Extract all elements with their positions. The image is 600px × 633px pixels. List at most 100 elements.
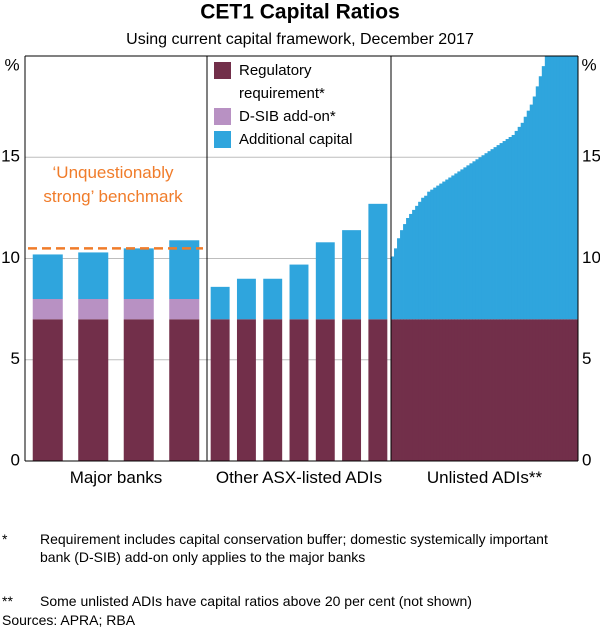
bar-segment [556, 319, 561, 461]
footnote: ** Some unlisted ADIs have capital ratios… [0, 592, 590, 610]
bar-segment [123, 319, 154, 461]
bar-segment [123, 299, 154, 320]
y2-tick-label: 0 [582, 450, 591, 469]
bar-segment [78, 299, 109, 320]
bar-segment [400, 319, 404, 461]
bar-segment [445, 179, 449, 320]
footnote-mark: * [2, 531, 8, 547]
bar-segment [511, 134, 516, 320]
bar-segment [403, 319, 407, 461]
bar-segment [472, 161, 476, 320]
bar-segment [478, 157, 482, 320]
bar-segment [490, 319, 494, 461]
bar-segment [466, 165, 470, 320]
bar-segment [427, 191, 431, 320]
legend-swatch [214, 108, 231, 125]
bar-segment [484, 153, 488, 320]
bar-segment [565, 319, 570, 461]
bar-segment [236, 278, 256, 320]
legend-label: D-SIB add-on* [239, 108, 336, 125]
bar-segment [368, 203, 388, 320]
bar-segment [463, 167, 467, 320]
bar-segment [565, 56, 570, 320]
panel [391, 56, 578, 461]
bar-segment [523, 319, 528, 461]
bar-segment [514, 130, 519, 320]
bar-segment [415, 319, 419, 461]
bar-segment [505, 319, 510, 461]
bar-segment [550, 56, 555, 320]
y-tick-label: 5 [11, 349, 20, 368]
frame [24, 55, 579, 462]
bar-segment [559, 319, 564, 461]
bar-segment [368, 319, 388, 461]
bar-segment [400, 230, 404, 320]
bar-segment [32, 299, 63, 320]
bar-segment [123, 248, 154, 299]
legend-item: D-SIB add-on* [214, 105, 379, 128]
bar-segment [541, 319, 546, 461]
source: Sources: APRA; RBA [2, 612, 136, 628]
bar-segment [412, 209, 416, 320]
legend: Regulatory requirement* D-SIB add-on* Addi… [209, 57, 379, 155]
bar-segment [478, 319, 482, 461]
bar-segment [430, 319, 434, 461]
bar-segment [496, 319, 500, 461]
bar-segment [496, 145, 500, 320]
group-label: Major banks [69, 468, 163, 487]
bar-segment [460, 319, 464, 461]
bar-segment [538, 76, 543, 320]
bar-segment [475, 319, 479, 461]
bar-segment [544, 319, 549, 461]
bar-segment [32, 254, 63, 299]
bar-segment [421, 197, 425, 320]
bar-segment [433, 319, 437, 461]
bar-segment [571, 56, 576, 320]
chart-subtitle: Using current capital framework, Decembe… [126, 31, 474, 48]
bar-segment [532, 96, 537, 320]
bar-segment [451, 175, 455, 320]
bar-segment [523, 116, 528, 320]
legend-swatch [214, 131, 231, 148]
bar-segment [403, 224, 407, 320]
bar-segment [535, 319, 540, 461]
bar-segment [457, 319, 461, 461]
benchmark-label: ‘Unquestionably strong’ benchmark [43, 163, 183, 206]
bar-segment [430, 189, 434, 320]
bar-segment [78, 319, 109, 461]
bar-segment [415, 205, 419, 320]
bar-segment [427, 319, 431, 461]
bar-segment [394, 319, 398, 461]
bar-segment [493, 147, 497, 320]
bar-segment [520, 122, 525, 320]
bar-segment [544, 56, 549, 320]
bar-segment [550, 319, 555, 461]
bar-segment [502, 141, 507, 320]
bar-segment [562, 319, 567, 461]
bar-segment [511, 319, 516, 461]
bar-segment [508, 319, 513, 461]
bar-segment [499, 319, 503, 461]
bar-segment [448, 177, 452, 320]
bar-segment [289, 264, 309, 320]
bar-segment [487, 319, 491, 461]
bar-segment [472, 319, 476, 461]
bar-segment [169, 319, 200, 461]
footnote-text: Some unlisted ADIs have capital ratios a… [40, 593, 472, 609]
bar-segment [342, 319, 362, 461]
bar-segment [463, 319, 467, 461]
bar-segment [514, 319, 519, 461]
bar-segment [490, 149, 494, 320]
y-tick-label: 15 [1, 147, 20, 166]
bar-segment [263, 278, 283, 320]
footnote: * Requirement includes capital conservati… [0, 530, 590, 566]
bar-segment [391, 319, 395, 461]
bar-segment [424, 195, 428, 320]
bar-segment [409, 213, 413, 320]
bar-segment [169, 240, 200, 299]
bar-segment [451, 319, 455, 461]
bar-segment [421, 319, 425, 461]
bar-segment [439, 183, 443, 320]
bar-segment [529, 319, 534, 461]
